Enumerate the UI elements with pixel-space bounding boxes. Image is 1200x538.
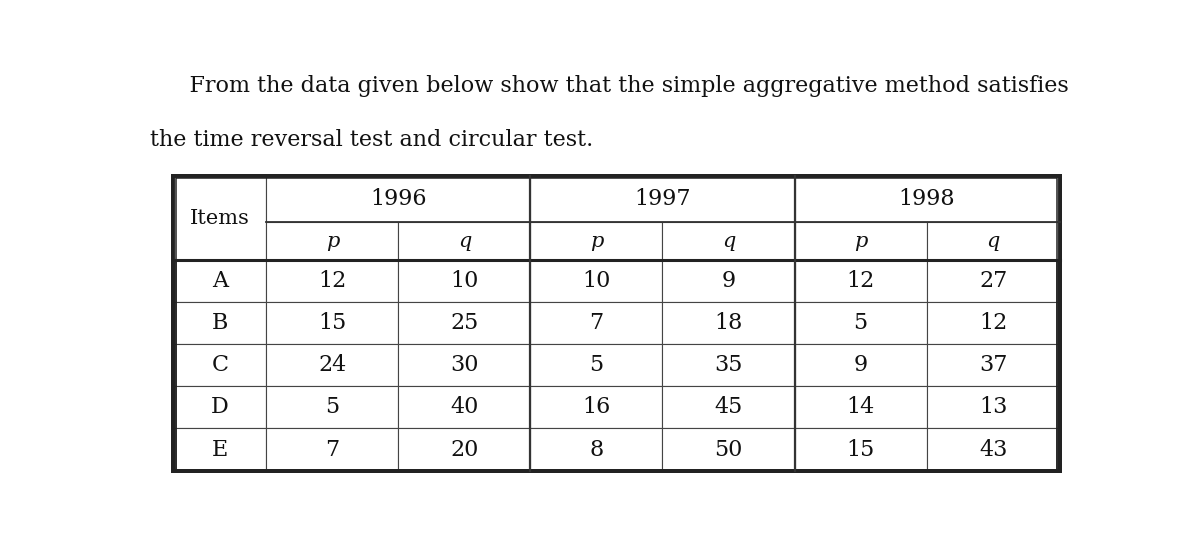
Text: 14: 14 xyxy=(846,397,875,419)
Text: 35: 35 xyxy=(714,355,743,377)
Bar xyxy=(794,222,926,260)
Text: 5: 5 xyxy=(853,313,868,334)
Text: 1998: 1998 xyxy=(899,188,955,210)
Bar xyxy=(926,222,1060,260)
Bar xyxy=(173,222,266,260)
Bar xyxy=(794,222,926,260)
Text: the time reversal test and circular test.: the time reversal test and circular test… xyxy=(150,129,593,151)
Text: 8: 8 xyxy=(589,438,604,461)
Text: 12: 12 xyxy=(318,270,347,292)
Text: 10: 10 xyxy=(450,270,479,292)
Bar xyxy=(266,222,398,260)
Text: 16: 16 xyxy=(582,397,611,419)
Text: 7: 7 xyxy=(325,438,340,461)
Text: 24: 24 xyxy=(318,355,347,377)
Bar xyxy=(266,222,398,260)
Text: C: C xyxy=(211,355,228,377)
Text: 12: 12 xyxy=(979,313,1007,334)
Text: 12: 12 xyxy=(846,270,875,292)
Text: D: D xyxy=(211,397,229,419)
Text: 9: 9 xyxy=(853,355,868,377)
Text: 15: 15 xyxy=(846,438,875,461)
Text: 15: 15 xyxy=(318,313,347,334)
Text: q: q xyxy=(457,232,472,251)
Bar xyxy=(398,222,530,260)
Text: E: E xyxy=(211,438,228,461)
Text: 43: 43 xyxy=(979,438,1007,461)
Text: 30: 30 xyxy=(450,355,479,377)
Text: q: q xyxy=(986,232,1000,251)
Text: 7: 7 xyxy=(589,313,604,334)
Text: 1997: 1997 xyxy=(635,188,691,210)
Text: 27: 27 xyxy=(979,270,1007,292)
Text: 25: 25 xyxy=(450,313,479,334)
Text: 37: 37 xyxy=(979,355,1007,377)
Text: Items: Items xyxy=(190,209,250,228)
Text: 5: 5 xyxy=(589,355,604,377)
Bar xyxy=(662,222,794,260)
Bar xyxy=(530,222,662,260)
Bar xyxy=(662,222,794,260)
Text: 9: 9 xyxy=(721,270,736,292)
Text: A: A xyxy=(211,270,228,292)
Bar xyxy=(530,222,662,260)
Text: 50: 50 xyxy=(714,438,743,461)
Bar xyxy=(926,222,1060,260)
Text: 5: 5 xyxy=(325,397,340,419)
Text: p: p xyxy=(325,232,340,251)
Text: 13: 13 xyxy=(979,397,1007,419)
Text: From the data given below show that the simple aggregative method satisfies: From the data given below show that the … xyxy=(161,75,1069,97)
Text: 20: 20 xyxy=(450,438,479,461)
Text: B: B xyxy=(211,313,228,334)
Text: 40: 40 xyxy=(450,397,479,419)
Text: p: p xyxy=(854,232,868,251)
Text: 18: 18 xyxy=(714,313,743,334)
Text: 10: 10 xyxy=(582,270,611,292)
Text: q: q xyxy=(722,232,736,251)
Bar xyxy=(398,222,530,260)
Text: p: p xyxy=(589,232,604,251)
Text: 1996: 1996 xyxy=(370,188,427,210)
Text: 45: 45 xyxy=(714,397,743,419)
